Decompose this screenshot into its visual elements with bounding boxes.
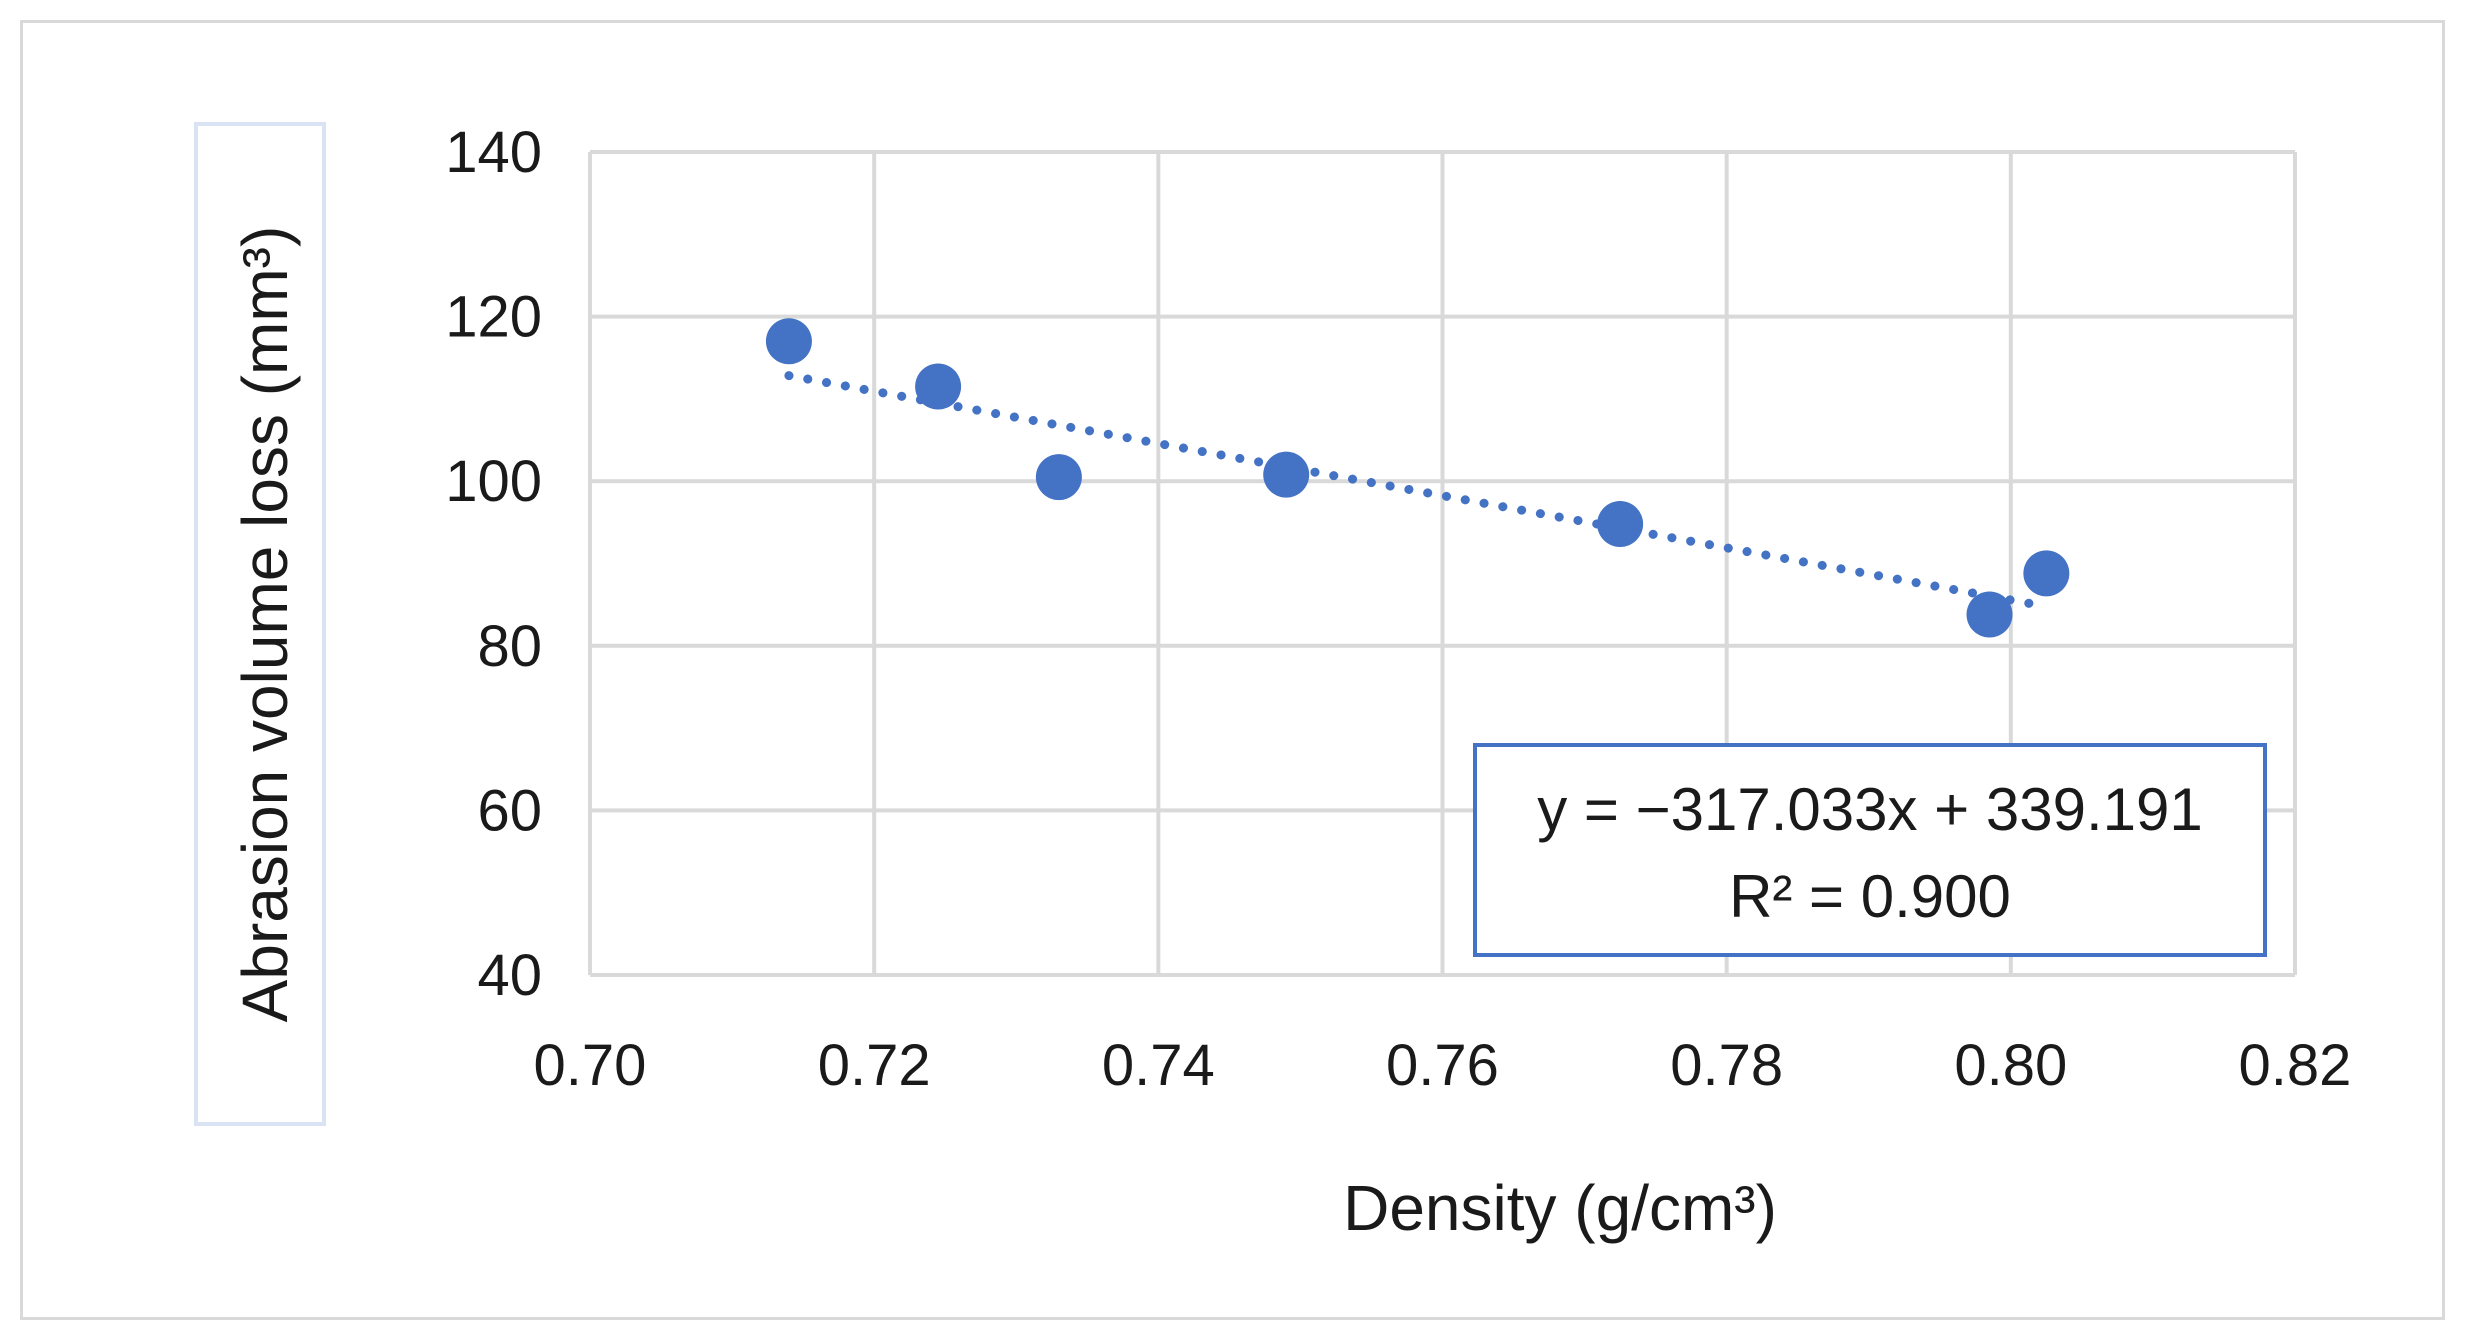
data-point-3 [1035,454,1082,501]
data-point-7 [2023,550,2070,597]
chart-frame [20,20,2445,1320]
x-tick-label: 0.70 [534,1033,647,1098]
x-tick-label: 0.72 [818,1033,931,1098]
y-tick-label: 80 [477,614,542,679]
data-point-5 [1597,500,1644,547]
trendline-layer [784,371,2051,612]
trendline-r-squared: R² = 0.900 [1729,863,2011,930]
y-axis-title-box [194,122,326,1126]
trendline-equation: y = −317.033x + 339.191 [1537,776,2203,843]
trendline-equation-box [1473,743,2267,957]
trendline [784,371,2051,612]
x-tick-label: 0.82 [2239,1033,2352,1098]
y-tick-label: 100 [445,449,542,514]
x-tick-labels: 0.70 0.72 0.74 0.76 0.78 0.80 0.82 [534,1033,2352,1098]
data-points [765,318,2070,638]
data-point-2 [915,363,962,410]
y-tick-label: 140 [445,120,542,185]
data-point-4 [1263,451,1310,498]
x-tick-label: 0.74 [1102,1033,1215,1098]
y-tick-label: 60 [477,778,542,843]
data-point-6 [1966,591,2013,638]
y-axis-title: Abrasion volume loss (mm³) [229,226,301,1023]
x-tick-label: 0.76 [1386,1033,1499,1098]
y-tick-label: 120 [445,285,542,350]
y-tick-label: 40 [477,943,542,1008]
x-tick-label: 0.80 [1954,1033,2067,1098]
x-axis-title: Density (g/cm³) [1343,1172,1777,1244]
data-point-1 [765,318,812,365]
x-tick-label: 0.78 [1670,1033,1783,1098]
y-tick-labels: 40 60 80 100 120 140 [445,120,542,1008]
